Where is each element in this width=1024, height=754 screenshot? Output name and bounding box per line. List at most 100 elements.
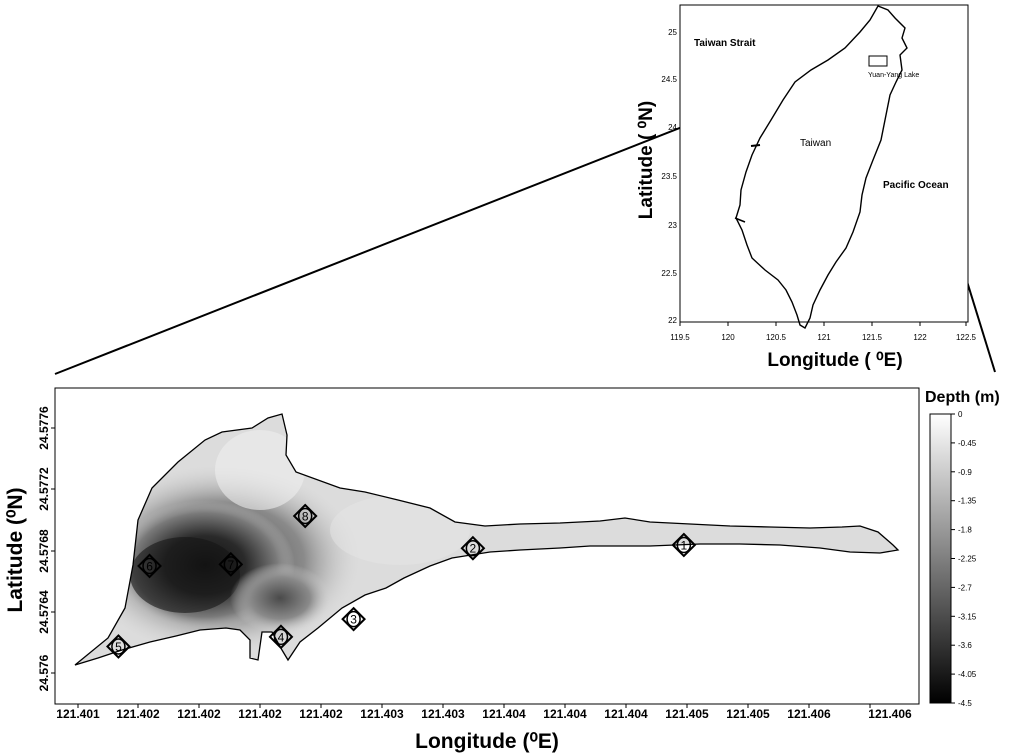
main-x-tick: 121.405 (665, 707, 709, 721)
colorbar-tick-label: -3.15 (958, 612, 977, 621)
colorbar-tick-label: -2.25 (958, 555, 977, 564)
inset-y-axis-label: Latitude ( ⁰N) (636, 101, 657, 219)
station-marker-7: 7 (218, 551, 244, 577)
coast-mark (734, 217, 746, 223)
station-marker-8: 8 (292, 503, 318, 529)
station-diamond (460, 535, 486, 561)
station-number: 4 (278, 630, 285, 644)
main-x-tick: 121.402 (238, 707, 282, 721)
inset-x-tick: 120.5 (766, 333, 787, 342)
sampling-stations: 1 2 3 4 5 6 7 8 (106, 503, 697, 659)
station-circle (346, 610, 361, 628)
main-y-ticks: 24.5776 24.5772 24.5768 24.5764 24.576 (37, 406, 51, 691)
station-circle (111, 638, 126, 655)
inset-y-tick: 22.5 (661, 269, 677, 278)
inset-x-axis-label: Longitude ( ⁰E) (767, 350, 902, 371)
station-marker-5: 5 (106, 634, 131, 659)
taiwan-island-outline (735, 5, 908, 329)
main-y-tick: 24.5764 (37, 590, 51, 634)
main-y-axis-label: Latitude (⁰N) (4, 487, 27, 612)
main-x-tick: 121.403 (360, 707, 404, 721)
main-x-tick: 121.401 (56, 707, 100, 721)
main-x-tick: 121.402 (116, 707, 160, 721)
inset-y-tick: 25 (668, 28, 677, 37)
station-number: 1 (681, 539, 688, 553)
inset-y-ticks: 25 24.5 24 23.5 23 22.5 22 (661, 28, 677, 325)
station-marker-4: 4 (268, 624, 294, 650)
main-y-tick: 24.5776 (37, 406, 51, 450)
colorbar-ticks: 0 -0.45 -0.9 -1.35 -1.8 -2.25 -2.7 -3.15 -3.6 -4.… (951, 410, 977, 708)
station-number: 5 (115, 640, 122, 654)
inset-map-frame (679, 4, 969, 323)
station-marker-6: 6 (137, 553, 162, 579)
inset-x-tick: 121.5 (862, 333, 883, 342)
station-number: 8 (302, 510, 309, 524)
taiwan-label: Taiwan (800, 138, 831, 149)
station-circle (676, 536, 692, 554)
inset-x-tick: 122.5 (956, 333, 977, 342)
inset-y-tick: 22 (668, 316, 677, 325)
colorbar-tick-label: -1.8 (958, 526, 972, 535)
main-y-tick-marks (51, 427, 55, 674)
main-x-tick: 121.404 (482, 707, 526, 721)
station-marker-1: 1 (671, 532, 697, 558)
inset-x-tick: 120 (721, 333, 735, 342)
station-number: 7 (227, 558, 234, 572)
station-circle (273, 628, 289, 646)
inset-y-tick: 24 (668, 123, 677, 132)
station-circle (223, 556, 239, 573)
inset-map: Taiwan Strait Taiwan Pacific Ocean Yuan-… (636, 4, 977, 371)
colorbar-title: Depth (m) (925, 389, 1000, 406)
station-diamond (341, 606, 366, 632)
main-x-tick: 121.402 (177, 707, 221, 721)
station-number: 6 (146, 559, 153, 573)
colorbar-tick-label: 0 (958, 410, 963, 419)
main-x-tick: 121.404 (604, 707, 648, 721)
inset-x-ticks: 119.5 120 120.5 121 121.5 122 122.5 (670, 333, 976, 342)
inset-x-tick: 121 (817, 333, 831, 342)
main-y-tick: 24.5772 (37, 467, 51, 511)
main-x-tick: 121.402 (299, 707, 343, 721)
main-x-tick: 121.404 (543, 707, 587, 721)
inset-x-tick: 119.5 (670, 333, 690, 342)
colorbar-tick-label: -0.9 (958, 468, 972, 477)
yuan-yang-lake-label: Yuan-Yang Lake (868, 72, 919, 79)
inset-y-tick: 23 (668, 221, 677, 230)
colorbar-tick-label: -1.35 (958, 497, 977, 506)
station-diamond (106, 634, 131, 659)
inset-y-tick: 24.5 (661, 75, 677, 84)
main-x-axis-label: Longitude (⁰E) (415, 730, 559, 753)
colorbar-tick-label: -0.45 (958, 439, 977, 448)
pacific-ocean-label: Pacific Ocean (883, 180, 949, 191)
station-number: 3 (350, 613, 357, 627)
islet-mark (750, 144, 761, 147)
station-marker-3: 3 (341, 606, 366, 632)
inset-x-tick-marks (679, 322, 967, 326)
station-diamond (292, 503, 318, 529)
main-x-tick: 121.403 (421, 707, 465, 721)
main-bathymetry-map: 1 2 3 4 5 6 7 8 121.401 121.402 121.402 121.402… (4, 387, 920, 753)
colorbar-tick-label: -3.6 (958, 641, 972, 650)
colorbar-tick-label: -4.05 (958, 670, 977, 679)
main-x-tick: 121.406 (868, 707, 912, 721)
depth-colorbar: Depth (m) 0 -0.45 -0.9 -1.35 -1.8 -2.25 -2.7 -3… (925, 389, 1000, 708)
main-y-tick: 24.576 (37, 654, 51, 691)
station-diamond (137, 553, 162, 579)
main-x-ticks: 121.401 121.402 121.402 121.402 121.402 … (56, 707, 912, 721)
inset-x-tick: 122 (913, 333, 927, 342)
station-diamond (671, 532, 697, 558)
station-number: 2 (470, 542, 477, 556)
station-circle (297, 507, 313, 525)
taiwan-strait-label: Taiwan Strait (694, 38, 756, 49)
lake-location-box (868, 55, 888, 67)
lake-shoreline (74, 413, 900, 666)
main-y-tick: 24.5768 (37, 529, 51, 573)
station-circle (465, 539, 481, 557)
main-x-tick-marks (77, 704, 871, 708)
colorbar-tick-label: -4.5 (958, 699, 972, 708)
station-diamond (218, 551, 244, 577)
station-marker-2: 2 (460, 535, 486, 561)
colorbar-tick-label: -2.7 (958, 583, 972, 592)
inset-y-tick: 23.5 (661, 172, 677, 181)
